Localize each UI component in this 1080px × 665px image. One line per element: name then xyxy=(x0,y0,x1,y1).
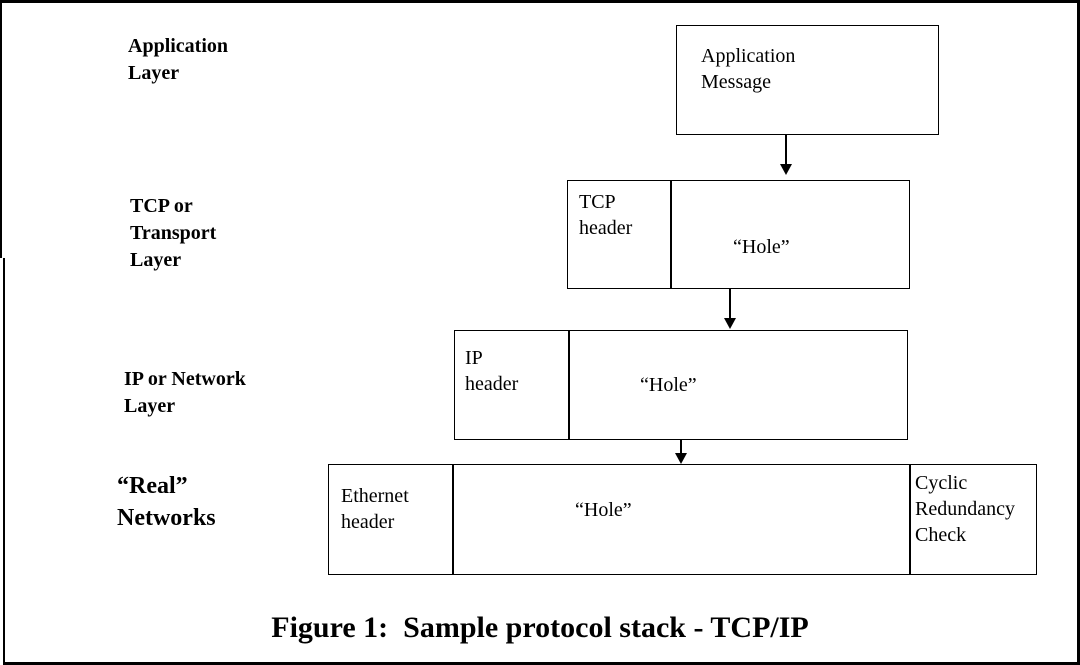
ip-header-text: IP header xyxy=(465,347,519,395)
ip-packet-box: IP header “Hole” xyxy=(454,330,908,440)
tcp-header-text: TCP header xyxy=(579,191,633,239)
frame-notch xyxy=(0,258,4,665)
real-networks-label: “Real” Networks xyxy=(117,473,216,531)
tcp-header-divider xyxy=(670,181,672,288)
transport-layer-label: TCP or Transport Layer xyxy=(130,195,217,271)
ethernet-hole-text: “Hole” xyxy=(575,499,632,521)
crc-divider xyxy=(909,465,911,574)
ethernet-header-text: Ethernet header xyxy=(341,485,409,533)
network-layer-label: IP or Network Layer xyxy=(124,368,246,417)
ip-header-divider xyxy=(568,331,570,439)
ethernet-frame-box: Ethernet header “Hole” Cyclic Redundancy… xyxy=(328,464,1037,575)
figure-caption: Figure 1: Sample protocol stack - TCP/IP xyxy=(271,611,809,644)
tcp-hole-text: “Hole” xyxy=(733,236,790,258)
application-message-box: Application Message xyxy=(676,25,939,135)
application-message-text: Application Message xyxy=(701,45,796,93)
frame-left-edge xyxy=(3,258,5,665)
crc-text: Cyclic Redundancy Check xyxy=(915,472,1015,546)
application-layer-label: Application Layer xyxy=(128,35,229,84)
ip-hole-text: “Hole” xyxy=(640,374,697,396)
tcp-segment-box: TCP header “Hole” xyxy=(567,180,910,289)
ethernet-header-divider xyxy=(452,465,454,574)
